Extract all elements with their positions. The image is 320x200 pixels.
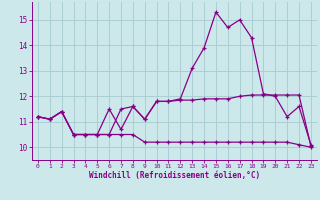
X-axis label: Windchill (Refroidissement éolien,°C): Windchill (Refroidissement éolien,°C) <box>89 171 260 180</box>
